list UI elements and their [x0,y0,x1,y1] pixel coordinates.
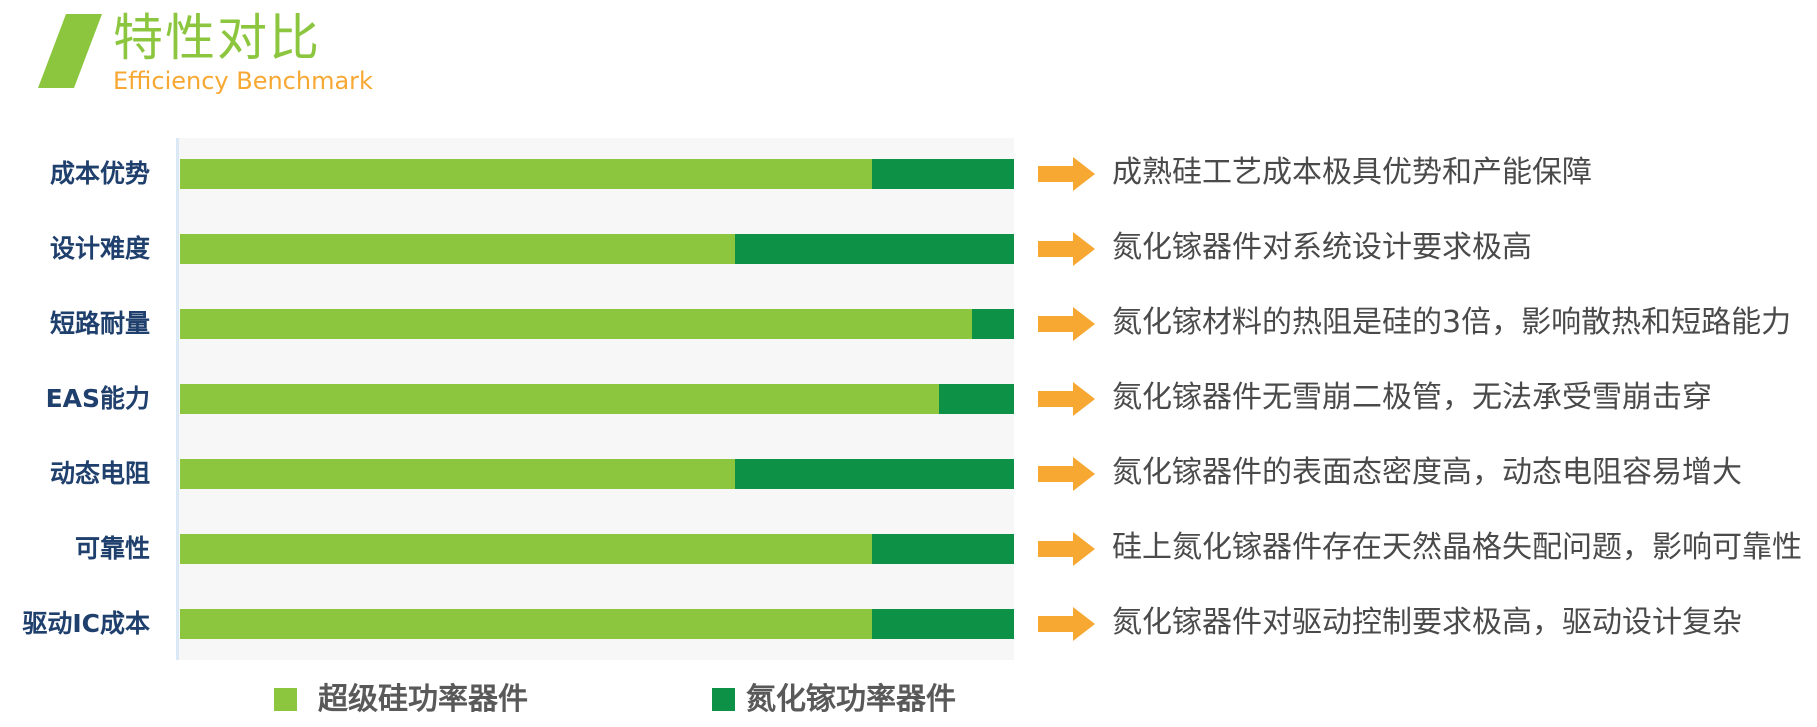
annotation-text: 成熟硅工艺成本极具优势和产能保障 [1112,155,1592,190]
arrow-right-icon [1038,607,1095,641]
chart-category-axis [176,138,179,660]
bar-segment-si [180,234,735,264]
stacked-bar [180,459,1014,489]
stacked-bar [180,384,1014,414]
bar-segment-si [180,384,939,414]
category-label: 动态电阻 [49,459,150,488]
bar-segment-si [180,459,735,489]
category-label: EAS能力 [45,384,150,413]
category-label: 成本优势 [49,159,150,188]
legend-swatch-si [274,688,297,711]
page-subtitle: Efficiency Benchmark [113,67,373,95]
stacked-bar [180,534,1014,564]
bar-segment-gan [939,384,1014,414]
legend-swatch-gan [712,688,735,711]
stacked-bar [180,309,1014,339]
bar-segment-si [180,609,872,639]
bar-segment-gan [735,234,1014,264]
title-slash-decoration [38,14,102,88]
bar-segment-si [180,534,872,564]
arrow-right-icon [1038,157,1095,191]
bar-segment-gan [972,309,1014,339]
arrow-right-icon [1038,307,1095,341]
bar-segment-gan [735,459,1014,489]
annotation-text: 硅上氮化镓器件存在天然晶格失配问题，影响可靠性 [1112,530,1802,565]
stacked-bar [180,609,1014,639]
arrow-right-icon [1038,532,1095,566]
annotation-text: 氮化镓器件对驱动控制要求极高，驱动设计复杂 [1112,605,1742,640]
category-label: 驱动IC成本 [22,609,150,638]
bar-segment-si [180,159,872,189]
annotation-text: 氮化镓器件对系统设计要求极高 [1112,230,1532,265]
annotation-text: 氮化镓器件的表面态密度高，动态电阻容易增大 [1112,455,1742,490]
annotation-text: 氮化镓材料的热阻是硅的3倍，影响散热和短路能力 [1112,305,1792,340]
category-label: 可靠性 [74,534,150,563]
stacked-bar [180,234,1014,264]
bar-segment-gan [872,534,1014,564]
bar-segment-si [180,309,972,339]
arrow-right-icon [1038,382,1095,416]
arrow-right-icon [1038,457,1095,491]
legend-label-gan: 氮化镓功率器件 [746,682,956,717]
category-label: 设计难度 [49,234,150,263]
legend-label-si: 超级硅功率器件 [318,682,528,717]
page-title: 特性对比 [113,9,321,67]
arrow-right-icon [1038,232,1095,266]
category-label: 短路耐量 [49,309,150,338]
stacked-bar [180,159,1014,189]
annotation-text: 氮化镓器件无雪崩二极管，无法承受雪崩击穿 [1112,380,1712,415]
bar-segment-gan [872,609,1014,639]
bar-segment-gan [872,159,1014,189]
